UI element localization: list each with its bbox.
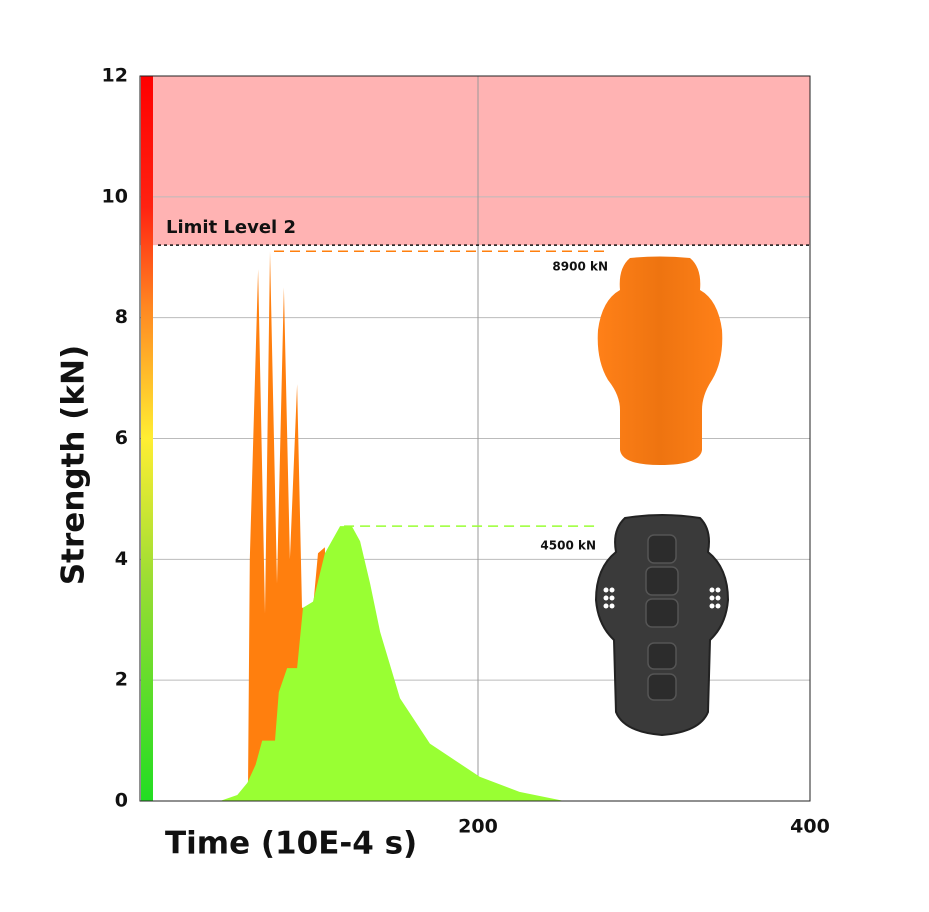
y-tick-label: 4 xyxy=(115,548,128,570)
y-tick-label: 6 xyxy=(115,427,128,449)
y-tick-label: 12 xyxy=(102,65,128,87)
y-tick-label: 10 xyxy=(102,185,128,207)
y-tick-label: 0 xyxy=(115,790,128,812)
y-tick-label: 8 xyxy=(115,306,128,328)
plot-frame xyxy=(139,75,811,802)
y-axis-title: Strength (kN) xyxy=(56,345,92,585)
x-tick-label: 200 xyxy=(458,816,498,838)
limit-zone xyxy=(140,76,810,246)
x-axis-title: Time (10E-4 s) xyxy=(165,826,417,862)
protector-images xyxy=(594,256,730,737)
limit-label: Limit Level 2 xyxy=(166,217,296,238)
y-tick-label: 2 xyxy=(115,669,128,691)
x-tick-label: 400 xyxy=(790,816,830,838)
area xyxy=(220,526,565,801)
color-scale xyxy=(141,76,153,801)
peak-annotation: 4500 kN xyxy=(540,539,596,553)
orange-protector xyxy=(597,256,723,465)
peak-annotation: 8900 kN xyxy=(552,260,608,274)
